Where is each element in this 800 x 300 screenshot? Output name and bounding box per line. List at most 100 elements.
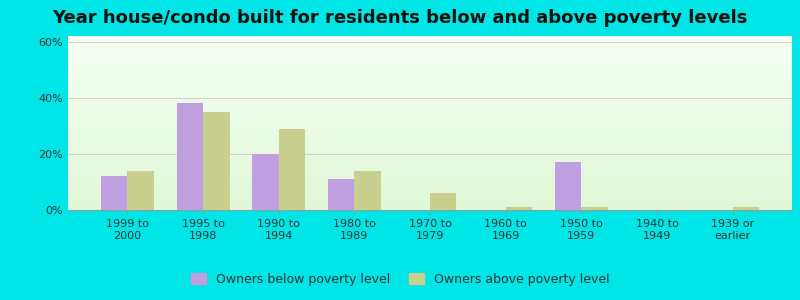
Bar [68, 52, 792, 53]
Bar [68, 46, 792, 48]
Bar [68, 175, 792, 177]
Bar [68, 76, 792, 78]
Bar [582, 207, 608, 210]
Bar [68, 149, 792, 151]
Bar [278, 129, 305, 210]
Bar [68, 93, 792, 95]
Bar [68, 163, 792, 165]
Bar [430, 193, 457, 210]
Bar [68, 95, 792, 97]
Bar [68, 200, 792, 201]
Bar [68, 160, 792, 161]
Bar [68, 45, 792, 46]
Bar [68, 205, 792, 206]
Bar [68, 186, 792, 188]
Bar [68, 128, 792, 130]
Bar [68, 135, 792, 137]
Bar [68, 118, 792, 119]
Bar [68, 78, 792, 80]
Bar [68, 62, 792, 64]
Bar [68, 41, 792, 43]
Bar [68, 198, 792, 200]
Bar [177, 103, 203, 210]
Bar [68, 74, 792, 76]
Bar [68, 48, 792, 50]
Bar [68, 43, 792, 45]
Bar [68, 55, 792, 57]
Bar [68, 109, 792, 111]
Bar [68, 112, 792, 114]
Bar [68, 168, 792, 170]
Bar [68, 206, 792, 208]
Bar [68, 119, 792, 121]
Bar [68, 165, 792, 167]
Bar [68, 137, 792, 139]
Bar [68, 203, 792, 205]
Bar [68, 66, 792, 67]
Bar [68, 85, 792, 86]
Bar [68, 179, 792, 180]
Bar [68, 107, 792, 109]
Bar [68, 92, 792, 93]
Bar [101, 176, 127, 210]
Bar [68, 189, 792, 191]
Bar [68, 102, 792, 104]
Bar [68, 132, 792, 134]
Bar [68, 100, 792, 102]
Bar [68, 60, 792, 62]
Bar [68, 71, 792, 73]
Bar [68, 140, 792, 142]
Bar [68, 127, 792, 128]
Bar [68, 73, 792, 74]
Bar [68, 144, 792, 146]
Bar [68, 38, 792, 40]
Bar [68, 67, 792, 69]
Bar [68, 170, 792, 172]
Bar [203, 112, 230, 210]
Bar [68, 97, 792, 99]
Bar [68, 125, 792, 127]
Bar [68, 114, 792, 116]
Bar [68, 147, 792, 149]
Bar [68, 80, 792, 81]
Bar [68, 191, 792, 193]
Bar [68, 53, 792, 55]
Bar [328, 179, 354, 210]
Bar [68, 156, 792, 158]
Bar [68, 88, 792, 90]
Bar [68, 90, 792, 92]
Bar [68, 40, 792, 41]
Bar [68, 106, 792, 107]
Bar [68, 173, 792, 175]
Bar [68, 99, 792, 100]
Bar [68, 57, 792, 58]
Bar [68, 154, 792, 156]
Text: Year house/condo built for residents below and above poverty levels: Year house/condo built for residents bel… [52, 9, 748, 27]
Bar [68, 104, 792, 106]
Bar [68, 134, 792, 135]
Bar [733, 207, 759, 210]
Bar [68, 151, 792, 153]
Bar [68, 121, 792, 123]
Bar [68, 139, 792, 140]
Bar [68, 130, 792, 132]
Bar [68, 196, 792, 198]
Bar [68, 83, 792, 85]
Bar [68, 172, 792, 173]
Bar [68, 86, 792, 88]
Bar [68, 116, 792, 118]
Bar [68, 158, 792, 160]
Bar [68, 123, 792, 125]
Bar [68, 111, 792, 112]
Bar [68, 161, 792, 163]
Bar [555, 162, 582, 210]
Bar [68, 81, 792, 83]
Bar [68, 36, 792, 38]
Bar [68, 69, 792, 71]
Bar [68, 146, 792, 147]
Bar [68, 153, 792, 154]
Bar [68, 184, 792, 186]
Bar [68, 188, 792, 189]
Bar [506, 207, 532, 210]
Legend: Owners below poverty level, Owners above poverty level: Owners below poverty level, Owners above… [186, 268, 614, 291]
